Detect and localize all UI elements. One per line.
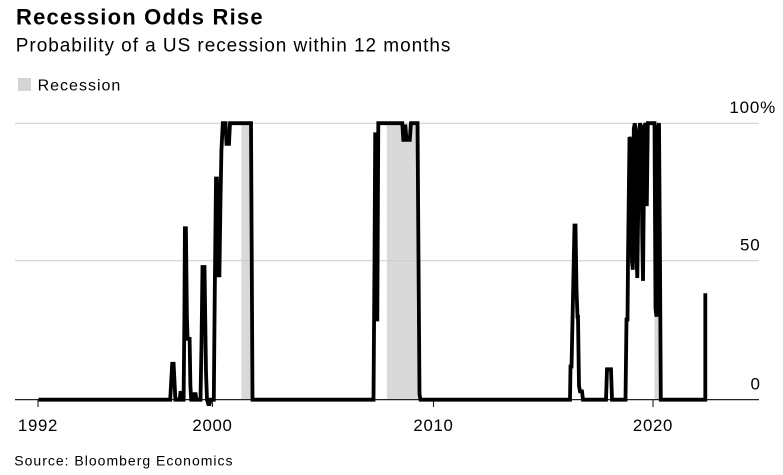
svg-text:2010: 2010 xyxy=(413,416,453,435)
svg-text:Recession: Recession xyxy=(38,78,122,95)
svg-text:100%: 100% xyxy=(729,98,776,117)
svg-text:Recession Odds Rise: Recession Odds Rise xyxy=(16,4,264,29)
svg-text:50: 50 xyxy=(740,236,761,255)
svg-text:Probability of a US recession: Probability of a US recession within 12 … xyxy=(16,35,452,56)
svg-text:1992: 1992 xyxy=(18,416,58,435)
svg-text:0: 0 xyxy=(751,375,760,394)
svg-text:2000: 2000 xyxy=(192,416,232,435)
svg-text:Source: Bloomberg Economics: Source: Bloomberg Economics xyxy=(14,453,233,469)
svg-text:2020: 2020 xyxy=(633,416,673,435)
